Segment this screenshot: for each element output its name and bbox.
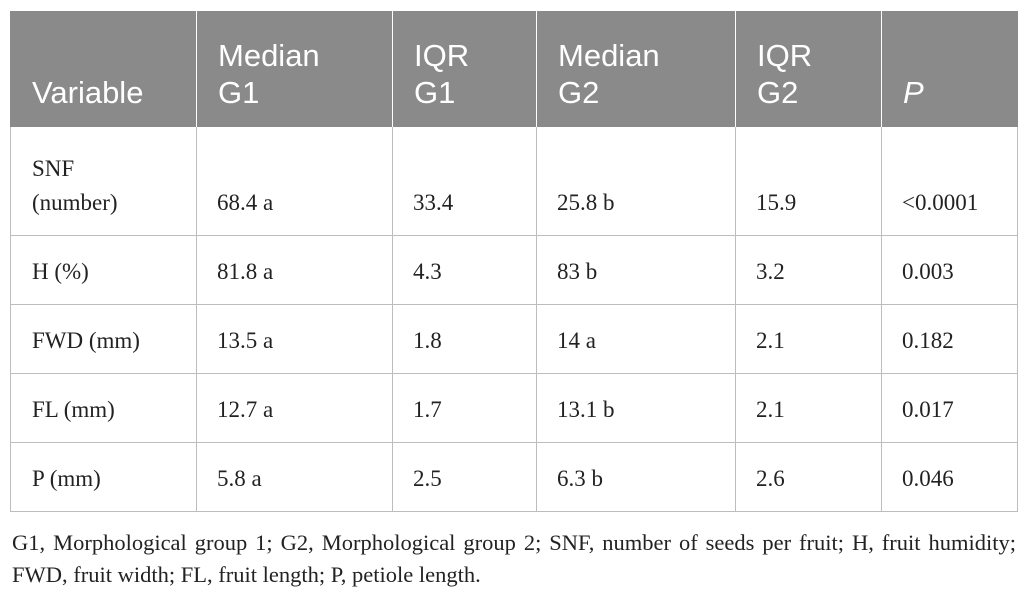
cell-median-g1: 13.5 a <box>196 304 393 374</box>
header-row: Variable Median G1 IQR G1 Median G2 IQR … <box>10 11 1018 127</box>
cell-median-g2: 83 b <box>536 235 736 305</box>
cell-median-g1: 68.4 a <box>196 127 393 236</box>
table-row: FWD (mm) 13.5 a 1.8 14 a 2.1 0.182 <box>10 304 1018 374</box>
cell-median-g2: 14 a <box>536 304 736 374</box>
cell-p-value: 0.182 <box>881 304 1018 374</box>
table-row: P (mm) 5.8 a 2.5 6.3 b 2.6 0.046 <box>10 442 1018 512</box>
table-body: SNF (number) 68.4 a 33.4 25.8 b 15.9 <0.… <box>10 127 1018 512</box>
table-header: Variable Median G1 IQR G1 Median G2 IQR … <box>10 11 1018 127</box>
cell-iqr-g1: 1.8 <box>392 304 537 374</box>
results-table-container: Variable Median G1 IQR G1 Median G2 IQR … <box>10 11 1018 512</box>
cell-median-g1: 12.7 a <box>196 373 393 443</box>
cell-p-value: 0.003 <box>881 235 1018 305</box>
cell-iqr-g1: 4.3 <box>392 235 537 305</box>
cell-median-g2: 13.1 b <box>536 373 736 443</box>
table-row: H (%) 81.8 a 4.3 83 b 3.2 0.003 <box>10 235 1018 305</box>
cell-iqr-g2: 15.9 <box>735 127 882 236</box>
header-variable: Variable <box>10 11 197 127</box>
cell-iqr-g2: 2.1 <box>735 373 882 443</box>
header-p-value: P <box>881 11 1018 127</box>
cell-median-g2: 25.8 b <box>536 127 736 236</box>
table-row: FL (mm) 12.7 a 1.7 13.1 b 2.1 0.017 <box>10 373 1018 443</box>
cell-variable: FL (mm) <box>10 373 197 443</box>
header-median-g2: Median G2 <box>536 11 736 127</box>
cell-p-value: <0.0001 <box>881 127 1018 236</box>
cell-iqr-g2: 2.1 <box>735 304 882 374</box>
cell-median-g1: 5.8 a <box>196 442 393 512</box>
cell-variable: SNF (number) <box>10 127 197 236</box>
cell-p-value: 0.046 <box>881 442 1018 512</box>
results-table: Variable Median G1 IQR G1 Median G2 IQR … <box>10 11 1018 512</box>
table-footnote: G1, Morphological group 1; G2, Morpholog… <box>12 530 1016 587</box>
cell-variable: H (%) <box>10 235 197 305</box>
header-median-g1: Median G1 <box>196 11 393 127</box>
cell-iqr-g1: 2.5 <box>392 442 537 512</box>
cell-iqr-g2: 2.6 <box>735 442 882 512</box>
cell-median-g2: 6.3 b <box>536 442 736 512</box>
cell-p-value: 0.017 <box>881 373 1018 443</box>
cell-median-g1: 81.8 a <box>196 235 393 305</box>
cell-iqr-g1: 1.7 <box>392 373 537 443</box>
table-row: SNF (number) 68.4 a 33.4 25.8 b 15.9 <0.… <box>10 127 1018 236</box>
cell-iqr-g1: 33.4 <box>392 127 537 236</box>
header-iqr-g2: IQR G2 <box>735 11 882 127</box>
cell-iqr-g2: 3.2 <box>735 235 882 305</box>
header-iqr-g1: IQR G1 <box>392 11 537 127</box>
cell-variable: P (mm) <box>10 442 197 512</box>
cell-variable: FWD (mm) <box>10 304 197 374</box>
